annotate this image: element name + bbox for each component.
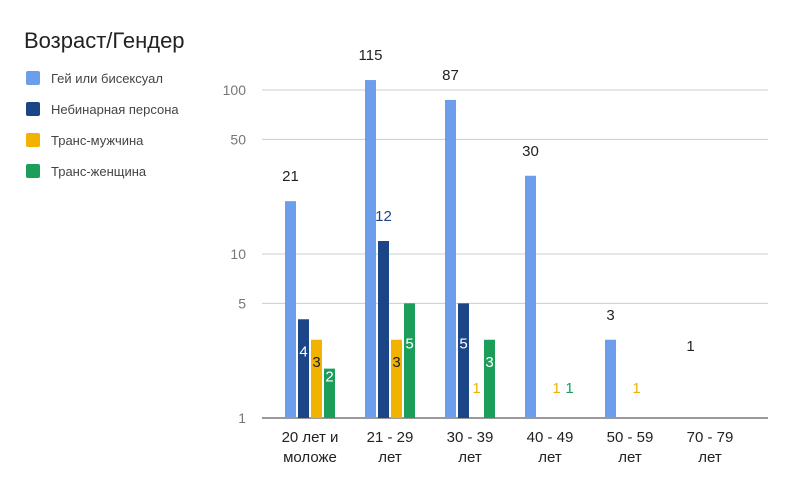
x-tick-label: 20 лет и <box>282 429 339 446</box>
data-label: 115 <box>359 47 383 64</box>
data-label: 2 <box>325 368 333 385</box>
bar <box>324 368 335 418</box>
legend-swatch <box>26 164 40 178</box>
legend-swatch <box>26 133 40 147</box>
legend-swatch <box>26 71 40 85</box>
chart-title: Возраст/Гендер <box>24 28 185 53</box>
data-label: 5 <box>459 336 467 353</box>
bar <box>365 80 376 418</box>
data-label: 1 <box>686 338 694 355</box>
y-tick-label: 1 <box>238 410 246 426</box>
bar <box>285 201 296 418</box>
bar <box>458 303 469 418</box>
data-label: 5 <box>405 336 413 353</box>
data-label: 30 <box>522 143 539 160</box>
data-label: 21 <box>282 168 299 185</box>
bar <box>445 99 456 418</box>
x-axis-ticks: 20 лет и моложе 21 - 29 лет 30 - 39 лет 40 - 4… <box>282 429 734 466</box>
x-tick-label: лет <box>458 449 482 466</box>
y-tick-label: 5 <box>238 295 246 311</box>
data-label: 87 <box>442 67 459 84</box>
y-axis-ticks: 1 5 10 50 100 <box>223 82 247 426</box>
data-label: 1 <box>565 380 573 397</box>
bar <box>484 339 495 418</box>
bar <box>525 175 536 418</box>
x-tick-label: 70 - 79 <box>687 429 734 446</box>
data-label: 1 <box>632 380 640 397</box>
bar <box>391 339 402 418</box>
x-tick-label: лет <box>538 449 562 466</box>
x-tick-label: 21 - 29 <box>367 429 414 446</box>
bar <box>404 303 415 418</box>
data-label: 12 <box>375 208 392 225</box>
x-tick-label: лет <box>378 449 402 466</box>
x-tick-label: лет <box>698 449 722 466</box>
bar <box>605 339 616 418</box>
bar <box>378 241 389 418</box>
legend-label: Небинарная персона <box>51 102 179 117</box>
x-tick-label: лет <box>618 449 642 466</box>
data-label: 3 <box>312 354 320 371</box>
data-label: 3 <box>485 354 493 371</box>
data-label: 3 <box>606 307 614 324</box>
x-tick-label: 50 - 59 <box>607 429 654 446</box>
bar <box>298 319 309 418</box>
y-tick-label: 50 <box>230 131 246 147</box>
x-tick-label: 30 - 39 <box>447 429 494 446</box>
legend-swatch <box>26 102 40 116</box>
bars <box>285 80 616 418</box>
x-tick-label: моложе <box>283 449 337 466</box>
legend: Гей или бисексуал Небинарная персона Транс… <box>26 71 179 179</box>
data-label: 3 <box>392 354 400 371</box>
legend-label: Транс-женщина <box>51 164 147 179</box>
legend-label: Гей или бисексуал <box>51 71 163 86</box>
gridlines <box>262 89 768 419</box>
y-tick-label: 10 <box>230 246 246 262</box>
legend-label: Транс-мужчина <box>51 133 144 148</box>
y-tick-label: 100 <box>223 82 247 98</box>
bar <box>311 339 322 418</box>
data-label: 4 <box>299 344 307 361</box>
data-label: 1 <box>472 380 480 397</box>
data-label: 1 <box>552 380 560 397</box>
x-tick-label: 40 - 49 <box>527 429 574 446</box>
